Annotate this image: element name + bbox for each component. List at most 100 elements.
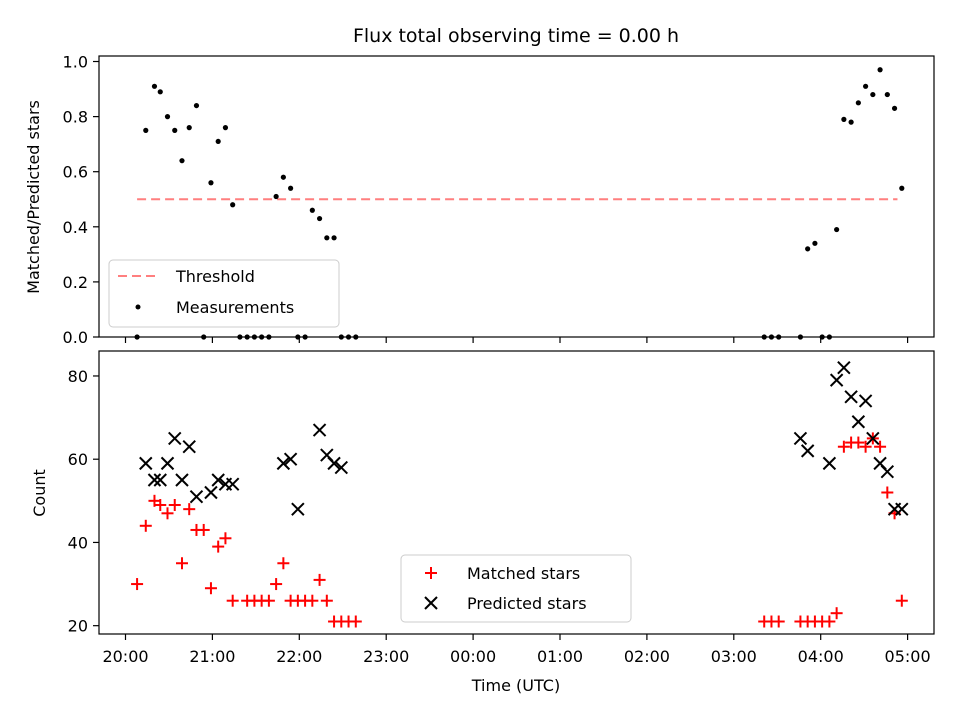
measurement-point bbox=[862, 83, 869, 89]
predicted-star-point bbox=[880, 464, 895, 479]
measurement-point bbox=[172, 127, 178, 133]
bottom-y-tick-label: 60 bbox=[68, 450, 88, 469]
x-tick-label: 23:00 bbox=[363, 647, 409, 666]
measurement-point bbox=[151, 83, 158, 89]
x-tick-label: 03:00 bbox=[711, 647, 757, 666]
top-legend-box bbox=[108, 259, 340, 328]
top-legend: Threshold Measurements bbox=[108, 259, 340, 328]
measurement-point bbox=[316, 215, 323, 222]
measurement-point bbox=[222, 125, 229, 131]
matched-star-point bbox=[823, 615, 836, 628]
matched-star-point bbox=[772, 615, 785, 628]
legend-measurements-swatch bbox=[135, 304, 141, 310]
matched-star-point bbox=[139, 519, 152, 532]
measurement-point bbox=[273, 193, 279, 200]
top-y-axis-label: Matched/Predicted stars bbox=[24, 100, 43, 294]
measurement-point bbox=[891, 105, 898, 111]
predicted-star-point bbox=[851, 415, 866, 429]
matched-star-point bbox=[349, 615, 362, 628]
measurement-point bbox=[834, 226, 840, 233]
matched-star-point bbox=[874, 440, 887, 453]
matched-star-point bbox=[895, 594, 908, 607]
measurement-point bbox=[899, 185, 905, 191]
predicted-star-point bbox=[168, 431, 182, 446]
measurement-point bbox=[143, 127, 149, 133]
predicted-star-point bbox=[204, 485, 218, 500]
measurement-point bbox=[805, 246, 811, 252]
matched-star-point bbox=[161, 507, 174, 520]
measurement-point bbox=[193, 102, 200, 109]
bottom-legend-box bbox=[400, 554, 632, 623]
top-y-ticks: 0.0 0.2 0.4 0.6 0.8 1.0 bbox=[63, 53, 99, 347]
predicted-star-point bbox=[800, 444, 815, 458]
top-y-tick-label: 0.0 bbox=[63, 328, 88, 347]
predicted-star-point bbox=[837, 360, 851, 375]
predicted-star-point bbox=[858, 394, 873, 408]
measurement-point bbox=[164, 114, 171, 120]
matched-star-point bbox=[262, 594, 275, 607]
measurement-point bbox=[179, 158, 185, 164]
bottom-y-tick-label: 20 bbox=[68, 617, 88, 636]
predicted-star-point bbox=[291, 502, 305, 516]
matched-star-point bbox=[212, 540, 225, 553]
predicted-star-point bbox=[160, 456, 175, 471]
measurement-point bbox=[812, 240, 818, 246]
measurements-points bbox=[134, 67, 905, 340]
bottom-plot-frame bbox=[98, 350, 935, 635]
predicted-star-point bbox=[211, 473, 225, 487]
predicted-star-point bbox=[189, 489, 204, 504]
measurement-point bbox=[288, 185, 294, 191]
matched-star-point bbox=[306, 594, 319, 607]
predicted-star-point bbox=[182, 440, 196, 454]
predicted-star-point bbox=[139, 456, 153, 471]
x-tick-label: 20:00 bbox=[102, 647, 148, 666]
legend-predicted-swatch bbox=[424, 596, 438, 610]
matched-star-point bbox=[131, 578, 144, 591]
x-tick-label: 01:00 bbox=[537, 647, 583, 666]
predicted-star-point bbox=[334, 460, 349, 475]
predicted-star-point bbox=[147, 473, 162, 487]
matched-star-point bbox=[313, 573, 326, 586]
matched-star-point bbox=[837, 440, 850, 453]
matched-star-point bbox=[183, 503, 196, 516]
x-tick-label: 05:00 bbox=[885, 647, 931, 666]
matched-star-point bbox=[168, 498, 181, 511]
measurement-point bbox=[841, 116, 847, 122]
measurement-point bbox=[855, 100, 861, 106]
measurement-point bbox=[280, 174, 286, 180]
predicted-star-point bbox=[175, 473, 189, 487]
x-tick-label: 22:00 bbox=[276, 647, 322, 666]
top-y-tick-label: 0.4 bbox=[63, 218, 88, 237]
predicted-star-point bbox=[895, 502, 909, 516]
chart-title: Flux total observing time = 0.00 h bbox=[353, 25, 679, 47]
matched-star-point bbox=[226, 594, 239, 607]
bottom-y-axis-label: Count bbox=[30, 469, 49, 517]
matched-star-point bbox=[175, 557, 188, 570]
predicted-star-point bbox=[283, 452, 298, 466]
measurement-point bbox=[186, 125, 192, 131]
matched-star-point bbox=[830, 607, 843, 620]
matched-star-point bbox=[320, 594, 333, 607]
matched-star-point bbox=[277, 557, 290, 570]
top-plot-frame bbox=[98, 55, 935, 338]
matched-star-point bbox=[204, 582, 217, 595]
top-panel: 0.0 0.2 0.4 0.6 0.8 1.0 Matched/Predicted sta… bbox=[24, 53, 935, 347]
matched-stars-points bbox=[131, 432, 908, 628]
measurement-point bbox=[208, 180, 214, 186]
measurement-point bbox=[870, 91, 876, 98]
predicted-star-point bbox=[276, 456, 291, 471]
matched-star-point bbox=[197, 523, 210, 536]
predicted-star-point bbox=[866, 431, 880, 446]
matched-star-point bbox=[270, 578, 283, 591]
bottom-panel: 20 40 60 80 20:00 21:00 22:00 23:00 00:00 01:00 0… bbox=[30, 350, 935, 695]
top-x-ticks bbox=[124, 337, 909, 343]
x-axis-label: Time (UTC) bbox=[471, 676, 560, 695]
bottom-legend: Matched stars Predicted stars bbox=[400, 554, 632, 623]
predicted-star-point bbox=[793, 431, 808, 446]
predicted-stars-points bbox=[139, 360, 909, 516]
measurement-point bbox=[884, 91, 890, 98]
predicted-star-point bbox=[822, 456, 837, 471]
top-y-tick-label: 0.8 bbox=[63, 108, 88, 127]
legend-threshold-label: Threshold bbox=[175, 267, 255, 286]
